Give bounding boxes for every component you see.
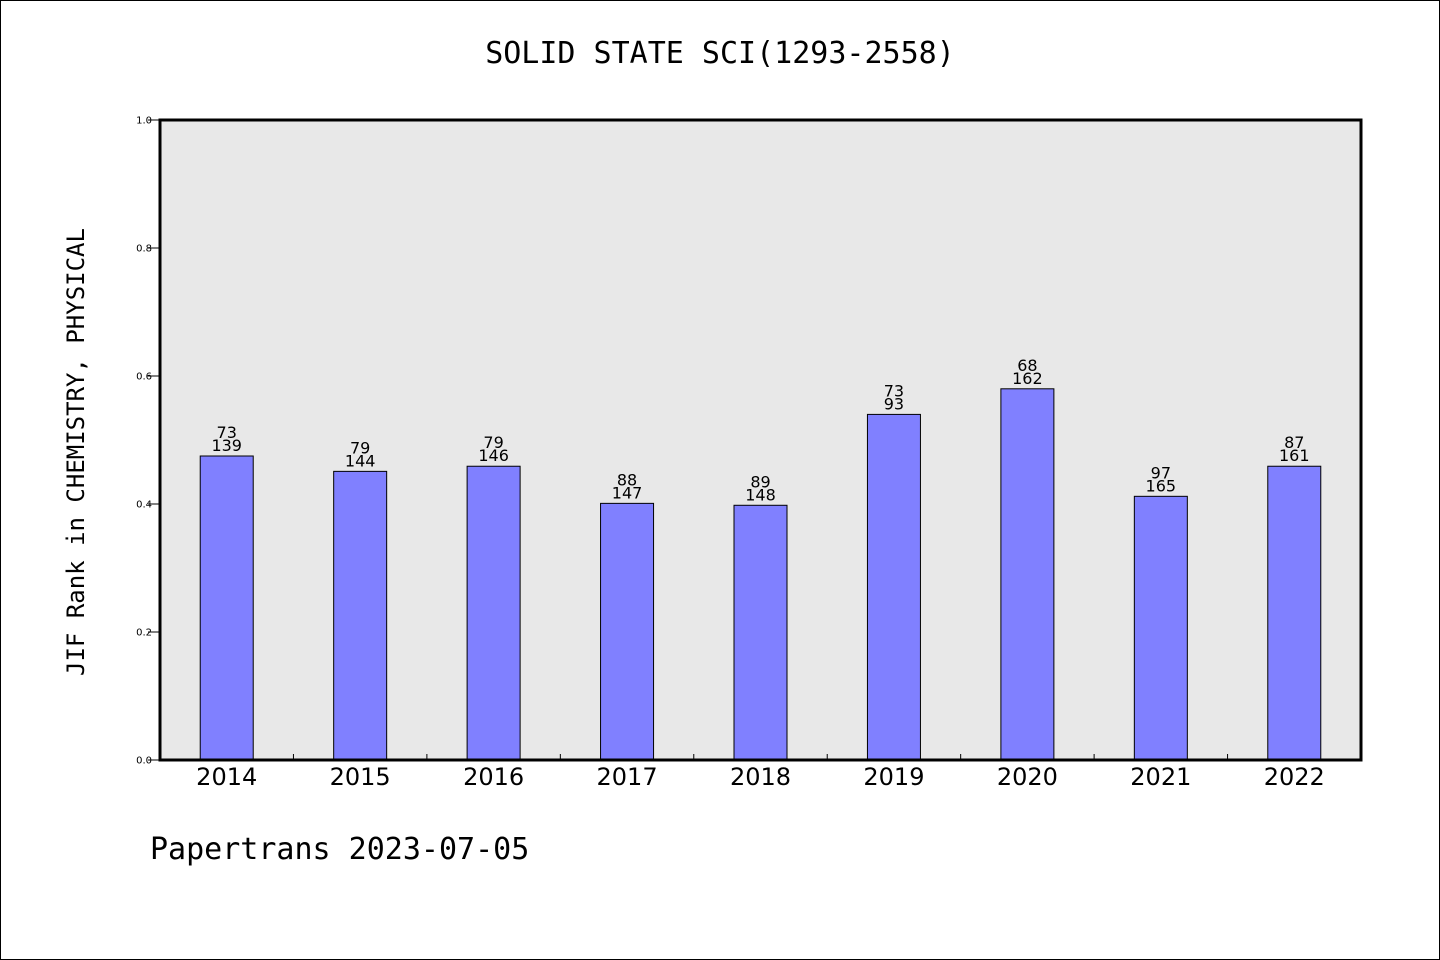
bar-label-total: 148 bbox=[745, 485, 776, 504]
bar bbox=[600, 502, 655, 761]
bar-label-total: 162 bbox=[1012, 369, 1043, 388]
bar-label-total: 161 bbox=[1279, 446, 1310, 465]
bar bbox=[333, 470, 388, 761]
bar-label-rank: 97 bbox=[1151, 463, 1171, 482]
x-tick-label: 2015 bbox=[330, 763, 391, 791]
y-tick-label: 0.0 bbox=[136, 756, 152, 767]
chart-title: SOLID STATE SCI(1293-2558) bbox=[485, 36, 955, 71]
x-tick-label: 2022 bbox=[1264, 763, 1325, 791]
bar-label-total: 144 bbox=[345, 451, 376, 470]
bar-label-rank: 73 bbox=[884, 381, 904, 400]
y-tick-label: 0.8 bbox=[136, 244, 152, 255]
y-tick-label: 1.0 bbox=[136, 116, 152, 127]
footer-credit: Papertrans 2023-07-05 bbox=[150, 832, 530, 867]
bar bbox=[1133, 495, 1188, 761]
y-tick-label: 0.2 bbox=[136, 628, 152, 639]
x-tick-label: 2020 bbox=[997, 763, 1058, 791]
bar-label-rank: 87 bbox=[1284, 433, 1304, 452]
bar bbox=[1267, 465, 1322, 761]
y-tick-label: 0.4 bbox=[136, 500, 152, 511]
plot-border bbox=[158, 118, 1363, 762]
y-tick-label: 0.6 bbox=[136, 372, 152, 383]
bar bbox=[1000, 388, 1055, 761]
x-tick-label: 2016 bbox=[463, 763, 524, 791]
bar-label-rank: 89 bbox=[750, 472, 770, 491]
bar-label-rank: 79 bbox=[483, 433, 503, 452]
bar-label-total: 139 bbox=[211, 436, 242, 455]
bar bbox=[733, 504, 788, 761]
bar-label-rank: 68 bbox=[1017, 356, 1037, 375]
bar-label-total: 165 bbox=[1146, 476, 1177, 495]
bar-label-rank: 88 bbox=[617, 470, 637, 489]
x-tick-label: 2021 bbox=[1130, 763, 1191, 791]
bar bbox=[866, 413, 921, 761]
x-tick-label: 2017 bbox=[597, 763, 658, 791]
bar-label-total: 93 bbox=[884, 394, 904, 413]
x-tick-label: 2018 bbox=[730, 763, 791, 791]
x-tick-label: 2019 bbox=[863, 763, 924, 791]
bar bbox=[466, 465, 521, 761]
bar bbox=[199, 455, 254, 761]
bar-label-total: 146 bbox=[478, 446, 509, 465]
bar-label-total: 147 bbox=[612, 483, 643, 502]
bar-label-rank: 73 bbox=[217, 423, 237, 442]
x-tick-label: 2014 bbox=[196, 763, 257, 791]
bar-label-rank: 79 bbox=[350, 438, 370, 457]
